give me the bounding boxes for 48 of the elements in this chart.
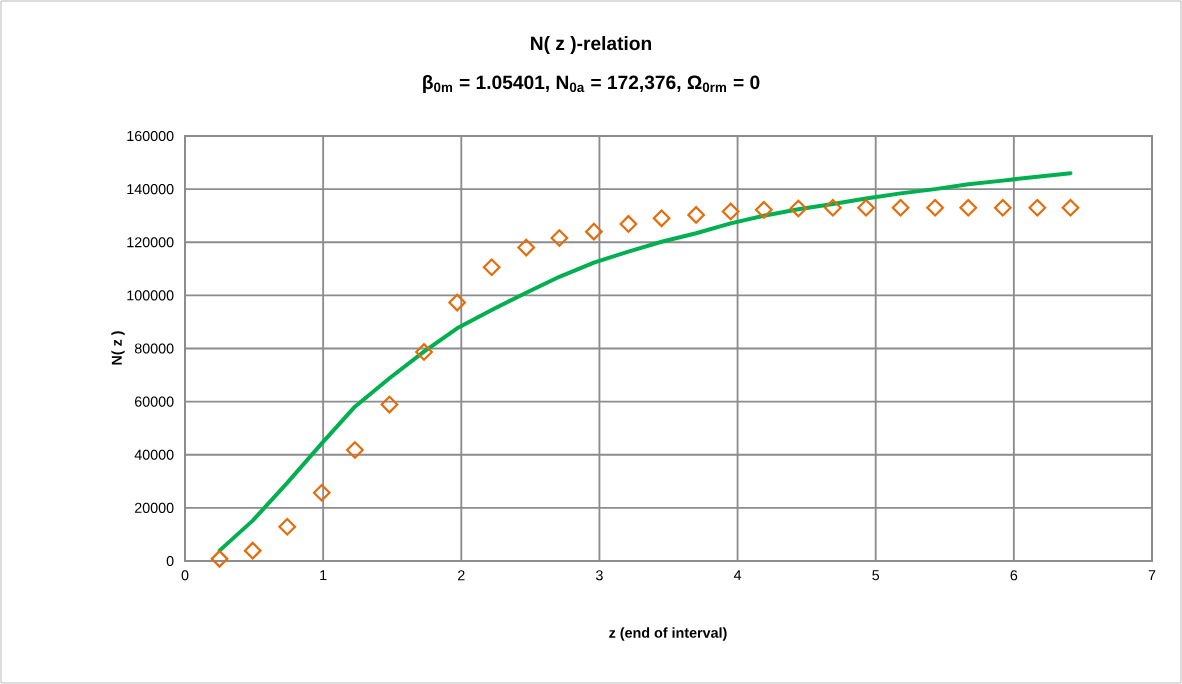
point [789, 199, 808, 218]
x-tick-label: 2 [458, 570, 465, 581]
point [278, 517, 297, 536]
point [652, 209, 671, 228]
line-series [217, 171, 1073, 553]
y-axis-title: N( z ) [111, 331, 125, 365]
point [1061, 198, 1080, 217]
point [482, 258, 501, 277]
point [517, 238, 536, 257]
point [210, 550, 229, 568]
point [243, 541, 262, 560]
point [585, 222, 603, 241]
point [380, 395, 399, 414]
x-axis-title: z (end of interval) [609, 627, 727, 641]
point [891, 198, 910, 217]
x-tick-label: 3 [595, 570, 603, 581]
y-tick-label: 20000 [134, 502, 174, 513]
y-tick-label: 100000 [127, 290, 174, 301]
y-tick-label: 40000 [134, 449, 174, 460]
point [926, 198, 944, 217]
point [550, 229, 569, 247]
point [687, 206, 706, 224]
y-tick-label: 140000 [127, 184, 174, 195]
x-tick-label: 4 [733, 570, 742, 581]
point [312, 483, 331, 502]
point [619, 215, 638, 233]
point [857, 198, 875, 217]
x-tick-label: 7 [1148, 570, 1156, 581]
point [959, 198, 978, 217]
point [1028, 198, 1047, 217]
x-tick-label: 5 [872, 570, 880, 581]
point [754, 200, 773, 219]
x-tick-label: 0 [181, 570, 189, 581]
y-tick-label: 160000 [127, 130, 174, 142]
y-tick-label: 120000 [127, 237, 174, 248]
chart-subtitle: β$_{0m}$ = 1.05401, N$_{0a}$ = 172,376, Ω$_{0rm}$ = 0 [423, 75, 760, 93]
y-tick-label: 60000 [134, 396, 174, 407]
point [448, 293, 467, 312]
y-tick-label: 80000 [134, 343, 174, 354]
x-tick-label: 1 [320, 570, 327, 581]
point [824, 198, 842, 217]
x-tick-label: 6 [1010, 570, 1018, 581]
point [721, 202, 740, 221]
point [993, 198, 1012, 217]
y-tick-label: 0 [166, 555, 174, 567]
point [415, 343, 433, 361]
point [346, 441, 364, 459]
chart-title: N( z )-relation [531, 36, 652, 54]
